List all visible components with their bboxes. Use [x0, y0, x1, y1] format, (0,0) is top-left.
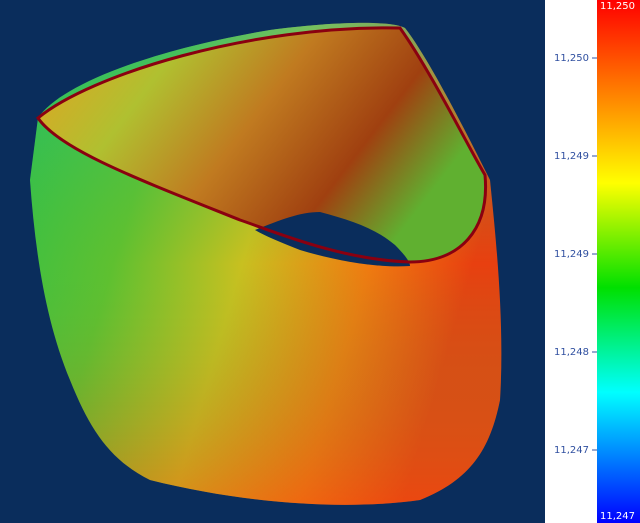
color-scale [597, 0, 640, 523]
scale-panel [545, 0, 597, 523]
tick-label: 11,249 [554, 151, 589, 162]
scale-max-label: 11,250 [600, 1, 635, 12]
scale-ticks: 11,250 11,249 11,249 11,248 11,247 [554, 53, 597, 456]
tick-label: 11,249 [554, 249, 589, 260]
tick-label: 11,247 [554, 445, 589, 456]
rim-line [35, 26, 488, 264]
hole [255, 212, 410, 267]
tick-label: 11,250 [554, 53, 589, 64]
scale-min-label: 11,247 [600, 511, 635, 522]
tick-label: 11,248 [554, 347, 589, 358]
inner-surface [38, 27, 486, 262]
